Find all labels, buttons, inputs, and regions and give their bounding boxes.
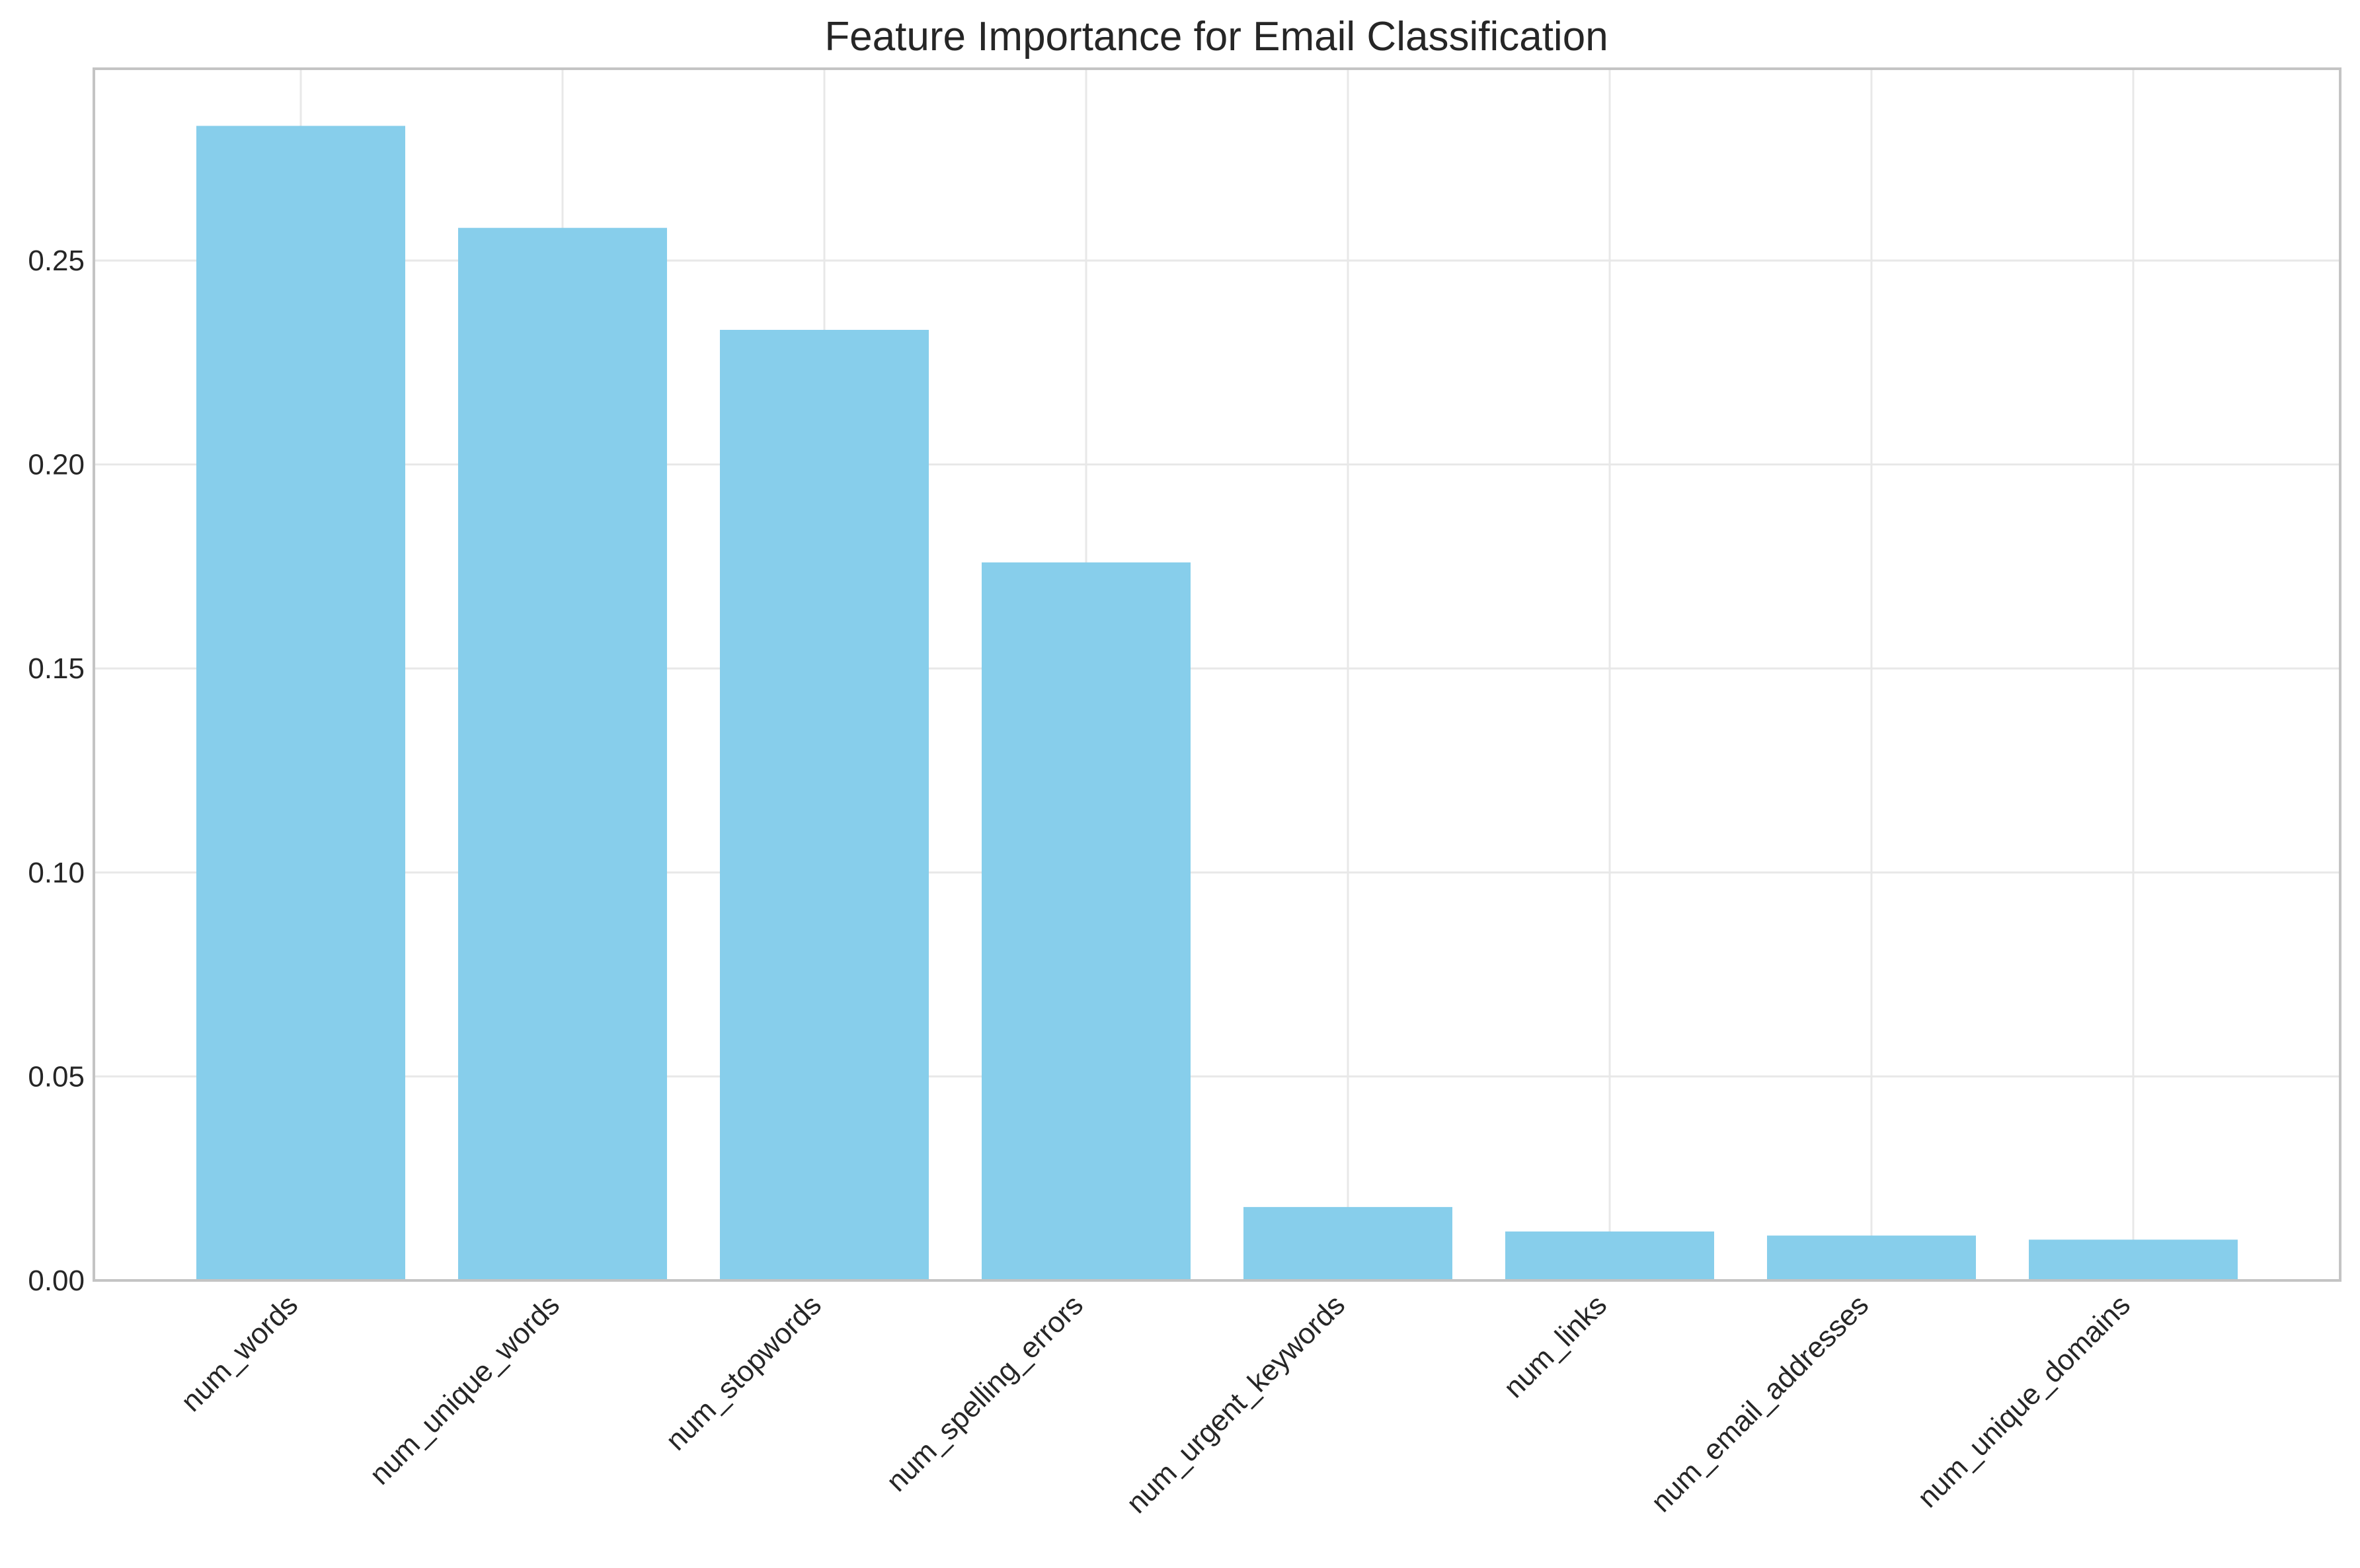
y-tick-label: 0.15 — [28, 652, 85, 685]
bar-num-unique-words — [458, 227, 667, 1280]
y-tick-label: 0.05 — [28, 1060, 85, 1093]
chart-title: Feature Importance for Email Classificat… — [824, 14, 1608, 59]
bar-num-stopwords — [720, 329, 929, 1281]
bar-layer — [196, 126, 2238, 1281]
y-tick-label: 0.25 — [28, 245, 85, 277]
axes-frame — [93, 67, 2341, 1282]
bar-num-urgent-keywords — [1243, 1206, 1452, 1280]
y-tick-label: 0.20 — [28, 449, 85, 481]
bar-num-links — [1505, 1231, 1714, 1280]
y-axis-ticks: 0.00 0.05 0.10 0.15 0.20 0.25 — [28, 245, 85, 1297]
bar-num-words — [196, 126, 405, 1280]
y-tick-label: 0.00 — [28, 1265, 85, 1297]
bar-num-unique-domains — [2029, 1239, 2238, 1280]
bar-num-spelling-errors — [982, 562, 1191, 1280]
y-tick-label: 0.10 — [28, 857, 85, 889]
bar-num-email-addresses — [1767, 1235, 1976, 1280]
